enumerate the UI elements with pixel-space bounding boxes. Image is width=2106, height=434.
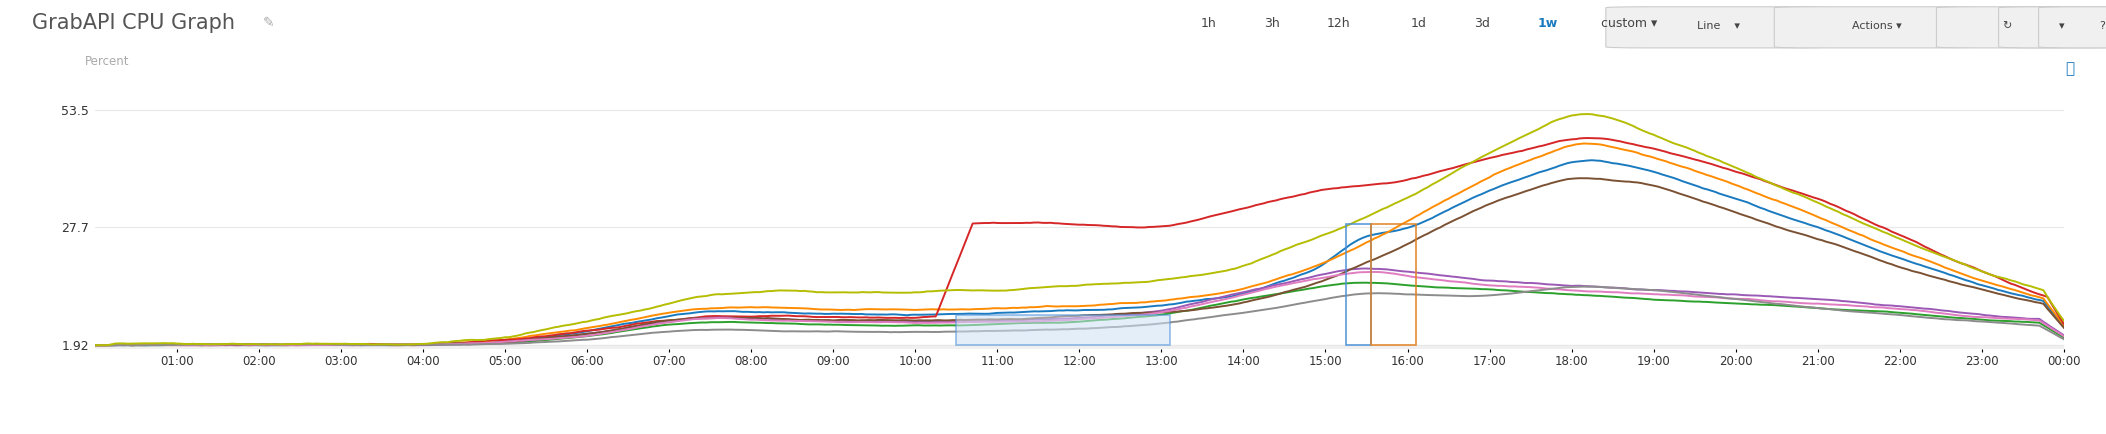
Text: 1h: 1h (1200, 17, 1215, 30)
Text: GrabAPI CPU Graph: GrabAPI CPU Graph (32, 13, 234, 33)
Text: 3h: 3h (1264, 17, 1278, 30)
FancyBboxPatch shape (1773, 7, 1975, 48)
Text: 🔍: 🔍 (2066, 61, 2074, 76)
Text: ?: ? (2100, 21, 2104, 31)
Text: 1w: 1w (1537, 17, 1558, 30)
Bar (95, 345, 2064, 349)
Bar (1346, 224, 1371, 345)
Text: 1d: 1d (1411, 17, 1428, 30)
Text: ✎: ✎ (263, 16, 276, 30)
Text: Percent: Percent (84, 55, 128, 68)
Text: ↻: ↻ (2003, 21, 2011, 31)
Text: 3d: 3d (1474, 17, 1491, 30)
Text: Line    ▾: Line ▾ (1697, 21, 1740, 31)
Text: custom ▾: custom ▾ (1601, 17, 1657, 30)
FancyBboxPatch shape (1999, 7, 2106, 48)
Text: ▾: ▾ (2060, 21, 2064, 31)
Text: 12h: 12h (1327, 17, 1350, 30)
Text: Actions ▾: Actions ▾ (1851, 21, 1902, 31)
FancyBboxPatch shape (2039, 7, 2106, 48)
FancyBboxPatch shape (1938, 7, 2072, 48)
Bar (1371, 224, 1415, 345)
FancyBboxPatch shape (1605, 7, 1828, 48)
Bar (956, 315, 1169, 345)
